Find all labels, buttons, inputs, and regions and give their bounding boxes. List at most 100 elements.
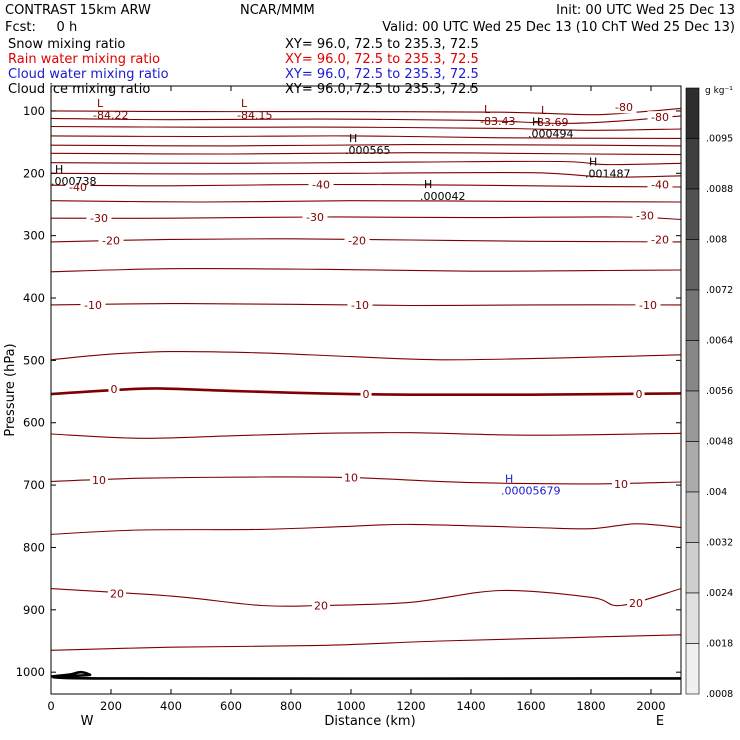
isotherm-label: -40 [651, 179, 669, 192]
isotherm-label-bg [647, 111, 673, 124]
isotherm-label-bg [347, 298, 373, 311]
isotherm-line [51, 152, 681, 156]
isotherm-label: 20 [629, 597, 643, 610]
isotherm-label-bg [633, 388, 645, 401]
isotherm-line [51, 107, 681, 116]
extremum-letter: H [589, 156, 597, 169]
extremum-letter: L [541, 104, 548, 117]
contour-layer: -80 -80 -40 -40 -40 -30 -30 -30 -20 -20 -20 -10 -10 -… [51, 101, 681, 680]
y-tick-label: 500 [23, 353, 45, 367]
extremum-value: -83.43 [480, 115, 515, 128]
init-time: Init: 00 UTC Wed 25 Dec 13 [556, 3, 735, 18]
isotherm-label: 0 [363, 388, 370, 401]
field-label: Rain water mixing ratio [8, 52, 160, 67]
extremum-value: .00005679 [501, 484, 561, 497]
isotherm-label: 10 [92, 474, 106, 487]
forecast-hour: Fcst: 0 h [5, 20, 77, 35]
x-tick-label: 1200 [396, 699, 425, 713]
extremum-letter: H [55, 163, 63, 176]
x-axis-label: Distance (km) [324, 714, 415, 729]
extremum-value: 83.69 [537, 116, 569, 129]
colorbar-label: .0024 [706, 588, 733, 599]
isotherm-label-bg [302, 210, 328, 223]
extremum-letter: L [97, 97, 104, 110]
extremum-value: -84.22 [93, 109, 128, 122]
isotherm-label: -40 [69, 181, 87, 194]
y-tick-label: 300 [23, 229, 45, 243]
isotherm-label: -20 [651, 233, 669, 246]
plot-area: -80 -80 -40 -40 -40 -30 -30 -30 -20 -20 -20 -10 -10 -… [3, 85, 682, 729]
extremum-letter: H [532, 116, 540, 129]
extremum-letter: L [241, 97, 248, 110]
isotherm-label: -20 [102, 235, 120, 248]
valid-time: Valid: 00 UTC Wed 25 Dec 13 (10 ChT Wed … [382, 20, 735, 35]
colorbar-swatch [685, 390, 700, 442]
isotherm-label: 0 [636, 388, 643, 401]
x-tick-label: 200 [100, 699, 122, 713]
field-label: Cloud ice mixing ratio [8, 82, 150, 97]
colorbar-label: .0095 [706, 134, 733, 145]
isotherm-label-bg [632, 209, 658, 222]
isotherm-line [51, 432, 681, 439]
isotherm-line [51, 125, 681, 131]
x-tick-label: 1800 [576, 699, 605, 713]
west-label: W [81, 714, 94, 729]
isotherm-label: -20 [348, 235, 366, 248]
colorbar-swatch [685, 87, 700, 139]
isotherm-label: -80 [615, 101, 633, 114]
isotherm-line [51, 135, 681, 139]
colorbar-swatch [685, 592, 700, 644]
colorbar-label: .0018 [706, 639, 733, 650]
extremum-value: .000494 [528, 128, 574, 141]
colorbar-label: .0064 [706, 336, 733, 347]
isotherm-label-bg [90, 474, 108, 487]
colorbar-unit: g kg⁻¹ [705, 86, 733, 96]
colorbar-swatch [685, 340, 700, 392]
colorbar-label: .008 [706, 235, 727, 246]
isotherm-label-bg [611, 101, 637, 114]
x-tick-label: 800 [280, 699, 302, 713]
isotherm-label: -10 [84, 299, 102, 312]
isotherm-line [51, 476, 681, 485]
isotherm-label: -30 [90, 212, 108, 225]
isotherm-line [51, 216, 681, 220]
isotherm-line [51, 144, 681, 147]
isotherm-line [51, 200, 681, 203]
x-tick-label: 1600 [516, 699, 545, 713]
field-label: Cloud water mixing ratio [8, 67, 169, 82]
isotherm-label: 10 [344, 472, 358, 485]
center-title: NCAR/MMM [240, 3, 315, 18]
colorbar-label: .0088 [706, 184, 733, 195]
x-tick-label: 2000 [636, 699, 665, 713]
isotherm-line [51, 588, 681, 607]
isotherm-label-bg [635, 298, 661, 311]
extremum-value: .000565 [345, 144, 391, 157]
field-xy: XY= 96.0, 72.5 to 235.3, 72.5 [285, 67, 479, 82]
colorbar: g kg⁻¹ .0095 .0088 .008 .0072 .0064 .0056 .004… [685, 86, 733, 700]
y-tick-label: 100 [23, 104, 45, 118]
isotherm-label-bg [86, 212, 112, 225]
isotherm-line [51, 183, 681, 188]
model-title: CONTRAST 15km ARW [5, 3, 151, 18]
isotherm-label: -10 [351, 299, 369, 312]
extremum-value: .001487 [585, 168, 631, 181]
x-tick-label: 0 [47, 699, 54, 713]
isotherm-label-bg [98, 234, 124, 247]
y-tick-label: 400 [23, 291, 45, 305]
plot-frame [50, 85, 682, 695]
isotherm-line [51, 171, 681, 178]
isotherm-label-bg [108, 587, 126, 600]
isotherm-label: 0 [111, 383, 118, 396]
extremum-letter: H [424, 178, 432, 191]
field-label: Snow mixing ratio [8, 37, 125, 52]
extremum-letter: L [484, 103, 491, 116]
field-xy: XY= 96.0, 72.5 to 235.3, 72.5 [285, 52, 479, 67]
y-axis-label: Pressure (hPa) [3, 343, 18, 436]
isotherm-label-bg [342, 471, 360, 484]
colorbar-swatch [685, 441, 700, 493]
isotherm-label-bg [612, 477, 630, 490]
y-tick-label: 800 [23, 540, 45, 554]
